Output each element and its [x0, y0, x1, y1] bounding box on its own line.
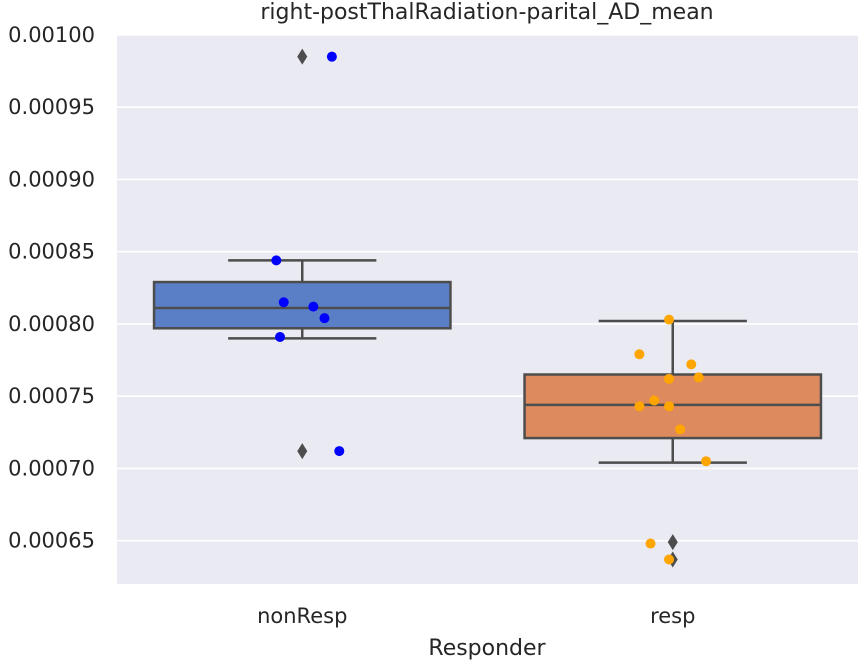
- data-point: [271, 255, 282, 266]
- data-point: [275, 331, 286, 342]
- gridlines: [117, 34, 858, 542]
- iqr-box: [152, 280, 452, 330]
- boxes: [152, 48, 823, 568]
- y-tick-label: 0.00070: [8, 456, 95, 480]
- x-tick-label: resp: [650, 604, 695, 628]
- y-tick-label: 0.00065: [8, 529, 95, 553]
- outlier-marker: [667, 534, 678, 551]
- chart-title: right-postThalRadiation-parital_AD_mean: [260, 0, 713, 25]
- outlier-marker: [297, 443, 308, 460]
- data-point: [334, 446, 345, 457]
- data-point: [664, 314, 675, 325]
- data-point: [664, 401, 675, 412]
- data-point: [326, 51, 337, 62]
- data-point: [675, 424, 686, 435]
- data-point: [319, 313, 330, 324]
- data-points: [271, 51, 712, 565]
- data-point: [701, 456, 712, 467]
- y-axis-ticks: 0.00100 0.00095 0.00090 0.00085 0.00080 0.000…: [8, 23, 95, 553]
- y-tick-label: 0.00100: [8, 23, 95, 47]
- y-tick-label: 0.00090: [8, 167, 95, 191]
- data-point: [278, 297, 289, 308]
- data-point: [645, 538, 656, 549]
- y-tick-label: 0.00080: [8, 312, 95, 336]
- data-point: [649, 395, 660, 406]
- x-axis-ticks: nonResp resp: [257, 604, 695, 628]
- data-point: [686, 359, 697, 370]
- data-point: [634, 401, 645, 412]
- outlier-marker: [297, 48, 308, 65]
- box-nonResp: [152, 48, 452, 460]
- y-tick-label: 0.00085: [8, 240, 95, 264]
- y-tick-label: 0.00095: [8, 95, 95, 119]
- x-tick-label: nonResp: [257, 604, 347, 628]
- data-point: [308, 301, 319, 312]
- data-point: [664, 373, 675, 384]
- x-axis-title: Responder: [428, 636, 546, 661]
- data-point: [693, 372, 704, 383]
- y-tick-label: 0.00075: [8, 384, 95, 408]
- data-point: [634, 349, 645, 360]
- data-point: [664, 554, 675, 565]
